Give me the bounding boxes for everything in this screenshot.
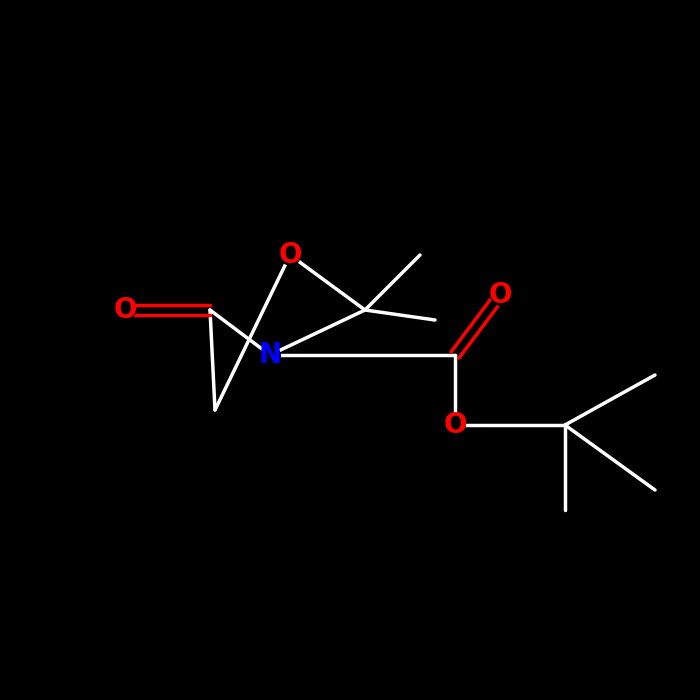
Text: N: N <box>258 341 281 369</box>
Text: O: O <box>113 296 136 324</box>
Text: O: O <box>489 281 512 309</box>
Text: O: O <box>443 411 467 439</box>
Text: O: O <box>279 241 302 269</box>
